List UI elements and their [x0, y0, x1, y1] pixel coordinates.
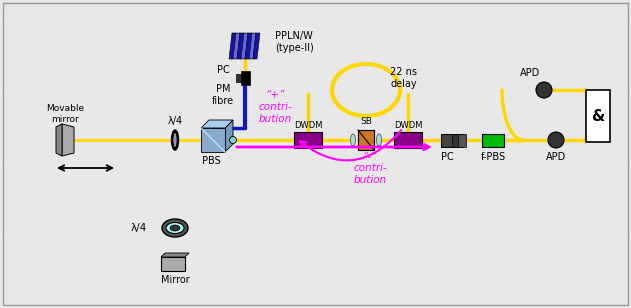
Circle shape — [536, 82, 552, 98]
Bar — [358, 130, 374, 150]
Polygon shape — [161, 257, 185, 271]
Polygon shape — [241, 33, 248, 59]
Text: “+”
contri-
bution: “+” contri- bution — [258, 91, 292, 124]
Text: PPLN/W
(type-II): PPLN/W (type-II) — [275, 31, 314, 53]
Ellipse shape — [350, 134, 355, 146]
Ellipse shape — [170, 225, 180, 231]
Ellipse shape — [162, 219, 188, 237]
Text: APD: APD — [546, 152, 566, 162]
Bar — [482, 133, 504, 147]
Bar — [240, 71, 249, 85]
FancyArrowPatch shape — [300, 130, 401, 160]
Text: APD: APD — [520, 68, 540, 78]
Text: SB: SB — [360, 116, 372, 125]
Polygon shape — [229, 33, 236, 59]
Text: λ/4: λ/4 — [131, 223, 147, 233]
Polygon shape — [161, 253, 189, 257]
Text: DWDM: DWDM — [394, 120, 422, 129]
Polygon shape — [201, 128, 225, 152]
Bar — [441, 133, 463, 147]
Bar — [458, 133, 466, 147]
Circle shape — [548, 132, 564, 148]
Text: Movable
mirror: Movable mirror — [46, 104, 84, 124]
Polygon shape — [237, 33, 244, 59]
Text: f-PBS: f-PBS — [480, 152, 505, 162]
Polygon shape — [225, 120, 233, 152]
Text: “-”
contri-
bution: “-” contri- bution — [353, 152, 387, 184]
Text: λ/4: λ/4 — [167, 116, 182, 126]
Polygon shape — [62, 124, 74, 156]
Text: PBS: PBS — [202, 156, 220, 166]
Polygon shape — [245, 33, 252, 59]
Bar — [452, 133, 462, 147]
Bar — [586, 90, 610, 142]
Ellipse shape — [172, 130, 179, 150]
Text: 22 ns
delay: 22 ns delay — [390, 67, 417, 89]
Polygon shape — [56, 124, 62, 156]
Text: &: & — [591, 108, 604, 124]
Polygon shape — [253, 33, 260, 59]
Polygon shape — [201, 120, 233, 128]
Polygon shape — [233, 33, 240, 59]
Text: DWDM: DWDM — [294, 120, 322, 129]
Bar — [294, 132, 322, 148]
Text: PM
fibre: PM fibre — [212, 84, 234, 106]
Text: PC: PC — [216, 65, 230, 75]
Text: PC: PC — [440, 152, 454, 162]
Ellipse shape — [377, 134, 382, 146]
Bar — [235, 74, 240, 82]
Text: Mirror: Mirror — [161, 275, 189, 285]
Polygon shape — [249, 33, 256, 59]
Bar — [394, 132, 422, 148]
Ellipse shape — [166, 222, 184, 233]
Ellipse shape — [230, 136, 237, 144]
Ellipse shape — [173, 132, 177, 148]
